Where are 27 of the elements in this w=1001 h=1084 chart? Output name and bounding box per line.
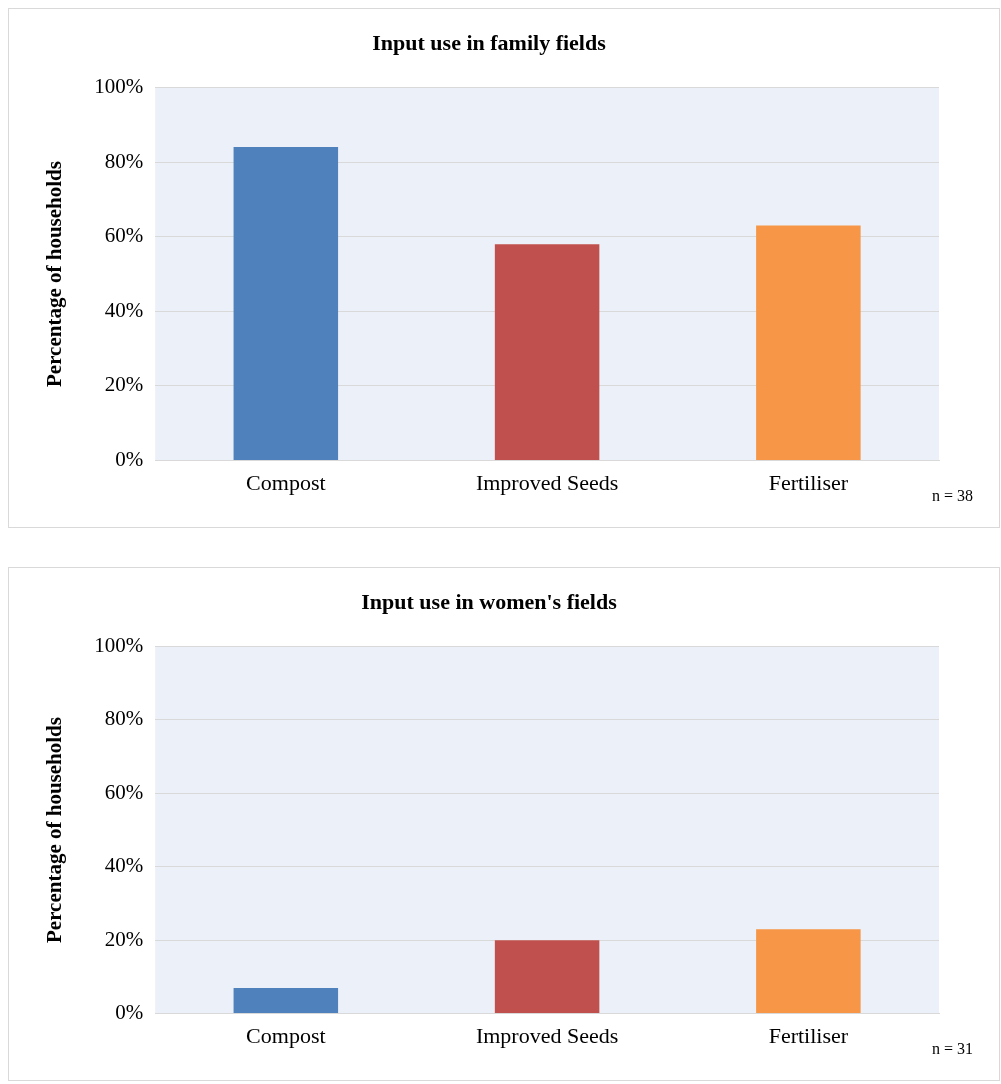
y-tick-label: 100% — [94, 632, 144, 657]
text: n = 38 — [931, 487, 973, 505]
y-tick-label: 100% — [94, 73, 144, 98]
x-tick-label: Compost — [246, 469, 326, 495]
y-tick-label: 60% — [104, 779, 144, 804]
x-tick-label: Improved Seeds — [475, 469, 619, 495]
chart-title: Input use in family fields — [372, 29, 607, 55]
y-tick-label: 80% — [104, 148, 144, 173]
bar — [756, 225, 861, 461]
y-tick-label: 0% — [115, 1000, 144, 1025]
text: n = 31 — [931, 1040, 973, 1058]
bar — [233, 147, 339, 461]
y-tick-label: 40% — [104, 853, 144, 878]
x-tick-label: Compost — [246, 1022, 326, 1048]
y-axis-title: Percentage of households — [42, 717, 67, 943]
y-tick-label: 80% — [104, 706, 144, 731]
x-tick-label: Fertiliser — [768, 469, 849, 495]
chart-title: Input use in women's fields — [361, 588, 618, 614]
x-tick-label: Improved Seeds — [475, 1022, 619, 1048]
y-tick-label: 0% — [115, 447, 144, 472]
bar — [494, 244, 600, 461]
y-tick-label: 60% — [104, 223, 144, 248]
y-tick-label: 40% — [104, 297, 144, 322]
y-axis-title: Percentage of households — [42, 161, 67, 387]
y-tick-label: 20% — [104, 926, 144, 951]
x-tick-label: Fertiliser — [768, 1022, 849, 1048]
y-tick-label: 20% — [104, 372, 144, 397]
